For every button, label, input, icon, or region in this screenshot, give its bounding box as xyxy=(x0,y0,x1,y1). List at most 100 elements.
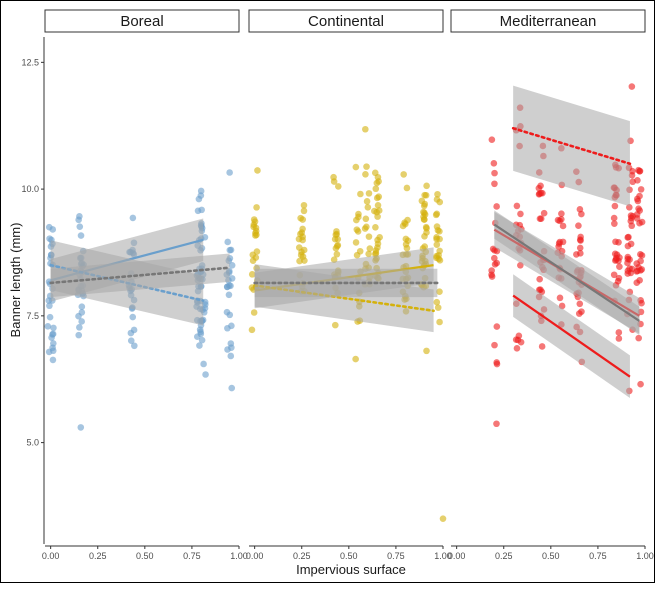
data-point xyxy=(436,288,443,295)
data-point xyxy=(624,242,632,250)
data-point xyxy=(626,204,633,211)
data-point xyxy=(334,235,342,243)
data-point xyxy=(537,182,544,190)
data-point xyxy=(627,212,635,219)
data-point xyxy=(129,313,137,321)
x-tick-label: 0.25 xyxy=(293,551,311,561)
data-point xyxy=(577,250,584,257)
data-point xyxy=(610,214,618,222)
data-point xyxy=(555,243,562,250)
data-point xyxy=(374,240,382,248)
data-point xyxy=(300,207,308,215)
data-point xyxy=(628,83,636,90)
data-point xyxy=(490,160,498,167)
data-point xyxy=(420,202,428,210)
data-point xyxy=(491,341,498,349)
data-point xyxy=(493,203,500,210)
data-point xyxy=(365,233,373,240)
data-point xyxy=(375,207,383,214)
data-point xyxy=(402,241,410,248)
data-point xyxy=(624,259,631,267)
data-point xyxy=(198,336,206,344)
data-point xyxy=(49,347,57,355)
data-point xyxy=(638,299,645,307)
data-point xyxy=(75,216,82,224)
data-point xyxy=(540,209,548,217)
data-point xyxy=(295,244,303,251)
data-point xyxy=(227,340,235,347)
data-point xyxy=(225,291,233,299)
data-point xyxy=(634,177,641,184)
data-point xyxy=(49,356,57,364)
data-point xyxy=(491,254,498,262)
fit-line xyxy=(493,223,640,322)
data-point xyxy=(372,247,380,254)
facet-strip-label: Continental xyxy=(308,13,384,30)
data-point xyxy=(334,241,342,249)
data-point xyxy=(436,318,443,326)
data-point xyxy=(45,223,53,231)
data-point xyxy=(197,330,205,338)
data-point xyxy=(250,221,258,228)
data-point xyxy=(46,313,54,321)
data-point xyxy=(376,234,383,241)
data-point xyxy=(576,300,584,308)
panel-continental: Continental 0.00 0.25 0.50 0.75 1.00 xyxy=(246,9,452,561)
data-point xyxy=(491,180,498,188)
data-point xyxy=(227,246,235,254)
y-axis: 5.0 7.5 10.0 12.5 xyxy=(21,37,45,544)
data-point xyxy=(362,125,369,133)
data-point xyxy=(44,323,52,330)
data-point xyxy=(297,230,304,238)
data-point xyxy=(559,222,567,230)
data-point xyxy=(434,190,441,198)
data-point xyxy=(556,217,563,225)
data-point xyxy=(611,220,618,227)
data-point xyxy=(352,355,359,363)
data-point xyxy=(75,331,83,339)
data-point xyxy=(423,182,430,190)
x-tick-label: 0.25 xyxy=(89,551,107,561)
data-point xyxy=(200,360,207,368)
data-point xyxy=(514,336,522,344)
x-tick-label: 0.00 xyxy=(42,551,60,561)
data-point xyxy=(536,275,543,283)
data-point xyxy=(636,277,643,284)
outlier-point xyxy=(439,515,447,522)
data-point xyxy=(76,223,84,230)
data-point xyxy=(330,173,337,181)
data-point xyxy=(616,263,623,270)
data-point xyxy=(433,223,441,230)
data-point xyxy=(575,222,582,230)
data-point xyxy=(366,245,374,252)
y-tick-label: 12.5 xyxy=(21,57,39,67)
data-point xyxy=(130,326,138,334)
data-point xyxy=(513,345,521,352)
data-point xyxy=(433,241,441,248)
fit-line-dotted xyxy=(511,126,632,166)
data-point xyxy=(436,247,443,255)
data-point xyxy=(420,216,428,223)
panel-mediterranean: Mediterranean 0.00 0.25 0.50 0.75 1.00 xyxy=(448,9,654,561)
data-point xyxy=(628,222,636,230)
data-point xyxy=(357,190,364,198)
data-point xyxy=(196,342,203,349)
data-point xyxy=(333,228,340,235)
data-point xyxy=(610,271,618,279)
data-point xyxy=(253,204,260,211)
data-point xyxy=(433,298,441,306)
data-point xyxy=(334,183,342,190)
data-point xyxy=(352,163,360,171)
data-point xyxy=(198,206,205,214)
data-point xyxy=(635,166,642,174)
data-point xyxy=(78,303,86,311)
x-tick-label: 0.75 xyxy=(183,551,201,561)
data-point xyxy=(225,282,233,289)
data-point xyxy=(197,192,205,199)
data-point xyxy=(433,235,440,243)
data-point xyxy=(615,335,623,342)
data-point xyxy=(401,219,408,226)
data-point xyxy=(362,215,370,223)
data-point xyxy=(558,210,565,218)
y-axis-title: Banner length (mm) xyxy=(8,223,23,338)
